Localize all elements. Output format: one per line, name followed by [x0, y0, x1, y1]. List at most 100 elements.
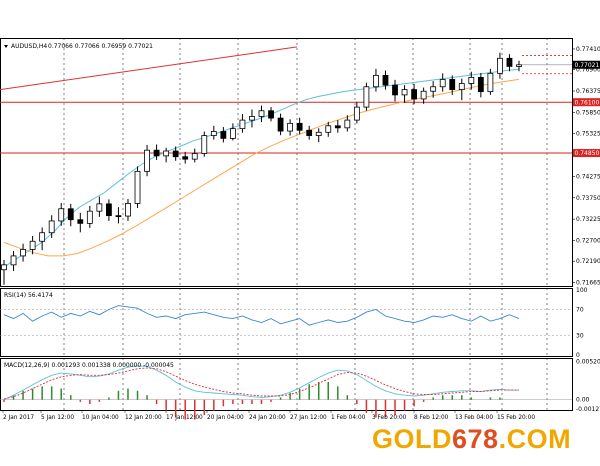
x-tick-label: 24 Jan 20:00 [249, 415, 286, 421]
x-tick-label: 20 Jan 04:00 [207, 415, 244, 421]
candle-body [201, 135, 208, 154]
y-tick-label: 0.76375 [576, 88, 600, 95]
candle-body [96, 203, 103, 212]
candle-body [401, 89, 408, 96]
watermark-part-678: 678 [452, 424, 499, 454]
candle-body [125, 203, 131, 217]
candle-body [477, 77, 484, 93]
candle-body [58, 208, 65, 222]
rsi-tick-label: 30 [576, 333, 584, 340]
candle-body [506, 57, 513, 67]
watermark-logo: GOLD678.COM [372, 421, 594, 457]
candle-body [497, 57, 503, 74]
candle-body [182, 156, 189, 160]
candle-body [39, 232, 46, 242]
current-price-badge [573, 60, 600, 69]
candle-body [210, 131, 217, 136]
x-tick-label: 2 Jan 2017 [3, 415, 34, 421]
candle-body [134, 170, 141, 204]
x-tick-label: 12 Jan 20:00 [125, 415, 162, 421]
candle-body [48, 220, 55, 234]
candle-body [86, 210, 93, 224]
rsi-label: RSI(14) 56.4174 [4, 292, 53, 299]
candle-body [439, 79, 446, 88]
level-label: 0.74850 [575, 150, 600, 157]
candle-body [392, 84, 398, 96]
candle-body [287, 122, 294, 132]
candle-body [382, 74, 389, 86]
candle-body [268, 110, 274, 119]
macd-tick-label: -0.001276 [576, 406, 600, 413]
candle-body [67, 208, 74, 221]
candle-body [325, 125, 332, 133]
candle-body [163, 150, 170, 157]
candle-body [516, 64, 522, 67]
y-tick-label: 0.72190 [576, 258, 600, 265]
candle-body [363, 86, 370, 108]
rsi-tick-label: 70 [576, 307, 584, 314]
current-price-label: 0.77021 [575, 62, 600, 69]
rsi-tick-label: 100 [576, 287, 588, 294]
header-dropdown-icon [4, 45, 8, 48]
x-tick-label: 17 Jan 12:00 [166, 415, 203, 421]
candle-body [449, 79, 456, 91]
level-badge [573, 149, 600, 158]
candle-body [258, 110, 265, 117]
level-label: 0.76100 [575, 99, 600, 106]
candle-body [106, 203, 112, 217]
candle-body [411, 89, 417, 100]
candle-body [220, 131, 227, 139]
rsi-tick-label: 0 [576, 352, 580, 359]
candle-body [229, 128, 236, 139]
x-tick-label: 5 Jan 12:00 [41, 415, 74, 421]
candle-body [315, 131, 322, 136]
candle-body [468, 77, 475, 84]
x-tick-label: 27 Jan 12:00 [290, 415, 327, 421]
candle-body [458, 83, 465, 91]
candle-body [191, 153, 198, 160]
candle-body [172, 150, 179, 158]
ma-fast-line [3, 68, 520, 268]
level-badge [573, 98, 600, 107]
x-tick-label: 3 Feb 20:00 [372, 415, 407, 421]
rsi-panel-frame [0, 288, 573, 357]
x-tick-label: 10 Jan 04:00 [82, 415, 119, 421]
y-tick-label: 0.71665 [576, 280, 600, 287]
y-tick-label: 0.73225 [576, 216, 600, 223]
x-tick-label: 1 Feb 04:00 [331, 415, 366, 421]
candle-body [430, 86, 437, 92]
candle-body [334, 125, 341, 129]
y-tick-label: 0.74275 [576, 173, 600, 180]
macd-main-line [3, 365, 519, 401]
y-tick-label: 0.77410 [576, 46, 600, 53]
y-tick-label: 0.72700 [576, 237, 600, 244]
macd-tick-label: 0.005209 [576, 358, 600, 365]
candle-body [1, 264, 7, 271]
x-tick-label: 15 Feb 20:00 [497, 415, 535, 421]
macd-signal-line [3, 367, 519, 400]
header-symbol: AUDUSD,H4 [11, 43, 47, 50]
macd-panel-frame [0, 358, 573, 411]
macd-label: MACD(12,26,9) 0.001293 0.001338 0.000000… [4, 362, 174, 369]
candle-body [77, 219, 84, 224]
watermark-part-com: .COM [498, 424, 572, 454]
candle-body [420, 90, 427, 100]
y-tick-label: 0.75325 [576, 131, 600, 138]
x-tick-label: 8 Feb 12:00 [414, 415, 449, 421]
x-tick-label: 13 Feb 04:00 [455, 415, 493, 421]
y-tick-label: 0.73750 [576, 195, 600, 202]
candle-body [249, 116, 255, 121]
watermark-part-gold: GOLD [372, 424, 452, 454]
candle-body [29, 240, 36, 250]
y-tick-label: 0.75850 [576, 109, 600, 116]
candle-body [144, 149, 150, 172]
candle-body [10, 255, 17, 266]
header-ohlc: 0.77066 0.77066 0.76959 0.77021 [48, 43, 153, 50]
y-tick-label: 0.76900 [576, 67, 600, 74]
candle-body [296, 122, 303, 131]
candle-body [353, 106, 360, 121]
candle-body [344, 119, 351, 129]
candle-body [115, 215, 122, 218]
